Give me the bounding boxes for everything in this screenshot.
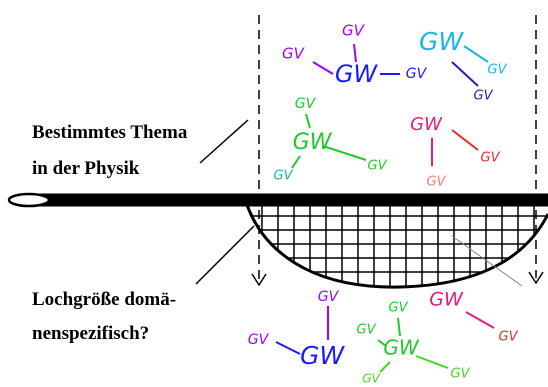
cluster-5-connectors [275,306,329,355]
term-gv: GV [342,22,366,40]
term-gv: GV [318,289,340,305]
term-gv: GV [474,89,494,104]
term-gv: GV [282,45,306,63]
term-gw: GW [419,27,464,56]
term-gw: GW [300,341,345,370]
term-gv: GV [362,372,380,386]
term-labels: GV GV GW GV GW GV GV GV GW GV GV GW GV G… [248,22,519,386]
term-gv: GV [248,332,270,348]
cluster-1-connectors [312,43,400,75]
term-gw: GW [410,114,443,135]
right-pointer-line [451,235,523,287]
question-label-line-1: Lochgröße domä- [32,289,177,310]
term-gv: GV [368,159,388,174]
cluster-6-connectors [377,311,495,373]
cluster-2-connectors [451,45,489,87]
right-arrowhead [528,271,544,285]
term-gv: GV [499,330,519,345]
question-label-line-2: nenspezifisch? [32,323,150,344]
cluster-3-connectors [291,113,367,169]
term-gv: GV [481,151,501,166]
term-gw: GW [335,60,379,88]
question-pointer-line [195,225,255,285]
term-gv: GV [357,323,377,338]
term-gv: GV [451,367,471,382]
sieve-bowl-outline [244,201,548,289]
cluster-4-connectors [431,129,479,166]
term-gv: GV [295,96,317,112]
term-gv: GV [274,169,294,184]
topic-pointer-line [199,119,249,164]
term-gw: GW [383,336,419,360]
sieve-handle-end [7,192,51,208]
left-arrowhead [251,273,267,287]
term-gv: GV [427,175,447,190]
topic-label-line-2: in der Physik [32,158,140,179]
term-gv: GV [389,301,409,316]
term-gv: GV [488,63,508,78]
term-gw: GW [293,130,333,155]
topic-label-line-1: Bestimmtes Thema [32,122,188,143]
sieve-mesh [246,200,548,288]
term-gv: GV [406,66,428,82]
term-gw: GW [429,289,464,311]
